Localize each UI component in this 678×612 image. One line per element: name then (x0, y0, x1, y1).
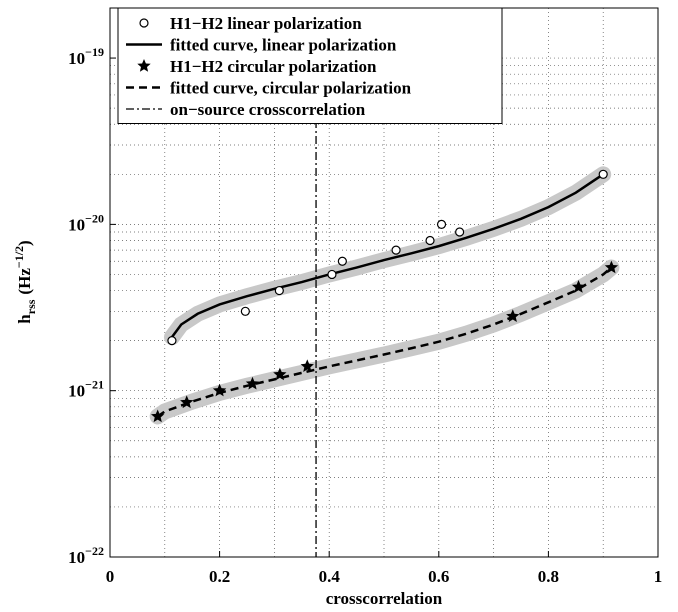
y-axis-label: hrss (Hz−1/2) (12, 240, 38, 323)
x-axis-label: crosscorrelation (326, 589, 443, 608)
point (436, 219, 447, 229)
y-label-unit: (Hz (15, 268, 34, 295)
point (337, 256, 347, 266)
x-tick-label: 0.2 (209, 567, 230, 586)
point (455, 227, 465, 237)
point (327, 269, 337, 280)
legend-label: fitted curve, circular polarization (170, 79, 412, 98)
point (604, 260, 619, 274)
point (180, 395, 194, 409)
point (245, 376, 260, 390)
legend-marker (137, 59, 151, 72)
point (571, 280, 586, 293)
point (240, 306, 250, 316)
x-tick-label: 0.6 (428, 567, 449, 586)
y-label-sup: −1/2 (12, 246, 26, 268)
y-label-sub: rss (24, 299, 38, 314)
legend-marker (139, 18, 149, 28)
y-tick-exp: −19 (85, 45, 104, 59)
point (212, 383, 227, 397)
legend-box (117, 7, 503, 124)
point (273, 367, 287, 381)
point (300, 359, 314, 372)
x-tick-label: 0.4 (319, 567, 341, 586)
legend-label: H1−H2 circular polarization (170, 57, 377, 76)
y-label-main: h (15, 314, 34, 324)
point (598, 169, 608, 179)
y-tick-exp: −21 (85, 378, 104, 392)
y-tick-label: 10−21 (68, 378, 104, 401)
point (274, 285, 284, 296)
fit-line (170, 173, 604, 338)
x-tick-label: 0 (106, 567, 115, 586)
y-tick-exp: −20 (85, 211, 104, 225)
point (167, 336, 177, 346)
point (391, 245, 401, 255)
fit-band (149, 259, 620, 425)
legend-label: H1−H2 linear polarization (170, 14, 362, 33)
y-label-close: ) (15, 240, 34, 246)
y-tick-label: 10−22 (68, 544, 104, 567)
point (425, 235, 435, 246)
point (506, 309, 520, 322)
y-tick-label: 10−20 (68, 211, 104, 234)
legend-label: fitted curve, linear polarization (170, 36, 397, 55)
point (151, 409, 165, 423)
legend-label: on−source crosscorrelation (170, 100, 366, 119)
x-tick-label: 1 (654, 567, 663, 586)
y-tick-base: 10 (68, 49, 85, 68)
y-tick-exp: −22 (85, 544, 104, 558)
y-tick-label: 10−19 (68, 45, 104, 68)
y-tick-base: 10 (68, 215, 85, 234)
y-tick-base: 10 (68, 548, 85, 567)
x-tick-label: 0.8 (538, 567, 559, 586)
y-tick-base: 10 (68, 382, 85, 401)
